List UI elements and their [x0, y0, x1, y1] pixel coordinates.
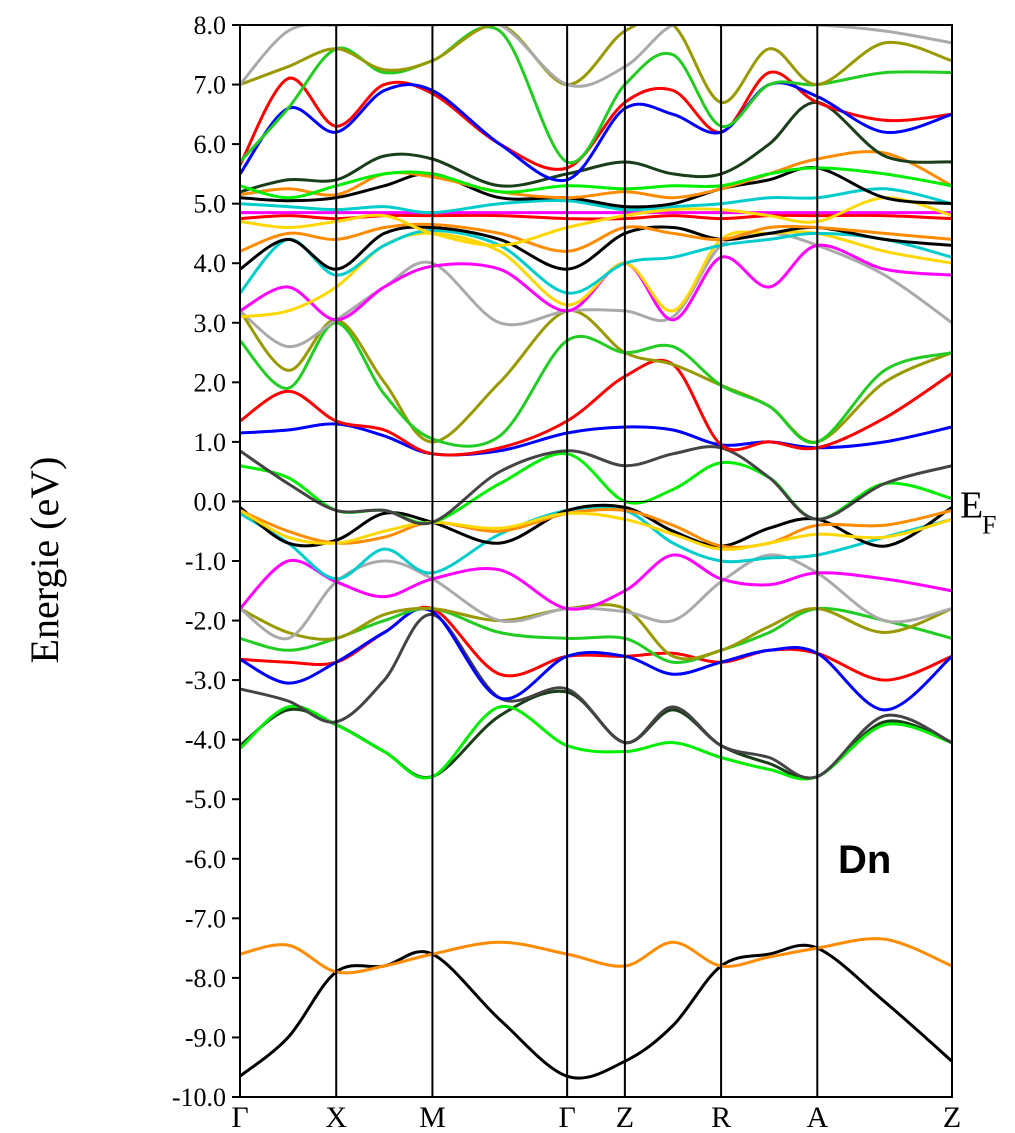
band-line-11: [240, 553, 952, 611]
y-tick-label: 7.0: [194, 71, 227, 100]
y-tick-label: 5.0: [194, 190, 227, 219]
y-tick-label: 3.0: [194, 309, 227, 338]
band-line-40: [240, 25, 952, 88]
y-tick-label: -7.0: [185, 904, 226, 933]
chart-annotation: Dn: [838, 838, 891, 882]
band-line-7: [240, 607, 952, 712]
band-line-39: [240, 25, 952, 104]
band-line-24: [240, 230, 952, 319]
y-tick-label: 0.0: [194, 487, 227, 516]
plot-frame: [239, 24, 953, 1098]
y-tick-label: -5.0: [185, 785, 226, 814]
band-line-9: [240, 603, 952, 661]
y-tick-label: 1.0: [194, 428, 227, 457]
band-line-1: [240, 943, 952, 1080]
kpoint-label-1: Γ: [231, 1101, 248, 1133]
y-tick-label: -4.0: [185, 726, 226, 755]
y-tick-label: -2.0: [185, 607, 226, 636]
band-line-5: [240, 613, 952, 780]
kpoint-label-7: A: [806, 1101, 828, 1133]
y-axis-label: Energie (eV): [22, 457, 67, 664]
band-line-19: [240, 358, 952, 457]
kpoint-label-3: M: [419, 1101, 446, 1133]
kpoint-label-4: Γ: [558, 1101, 575, 1133]
y-tick-label: -3.0: [185, 666, 226, 695]
y-tick-labels: 8.0 7.0 6.0 5.0 4.0 3.0 2.0 1.0 0.0 -1.0 -2.0 -3.0 -…: [172, 11, 240, 1112]
y-tick-label: -6.0: [185, 845, 226, 874]
band-line-38: [240, 25, 952, 165]
band-lines: [240, 25, 952, 1080]
fermi-label-main: E: [960, 484, 983, 526]
y-tick-label: 4.0: [194, 249, 227, 278]
grid-lines: [240, 25, 952, 1097]
fermi-level-label: E F: [960, 484, 996, 539]
y-tick-label: 8.0: [194, 11, 227, 40]
y-tick-label: 2.0: [194, 368, 227, 397]
y-tick-label: -9.0: [185, 1023, 226, 1052]
kpoint-label-6: R: [711, 1101, 731, 1133]
fermi-label-sub: F: [982, 510, 996, 539]
y-tick-label: -10.0: [172, 1083, 226, 1112]
kpoint-label-2: X: [325, 1101, 347, 1133]
y-tick-label: -8.0: [185, 964, 226, 993]
kpoint-label-5: Z: [616, 1101, 634, 1133]
band-line-10: [240, 553, 952, 641]
band-line-27: [240, 222, 952, 253]
y-tick-label: 6.0: [194, 130, 227, 159]
kpoint-label-8: Z: [943, 1101, 961, 1133]
y-tick-label: -1.0: [185, 547, 226, 576]
band-line-3: [240, 689, 952, 780]
band-line-17: [240, 445, 952, 526]
